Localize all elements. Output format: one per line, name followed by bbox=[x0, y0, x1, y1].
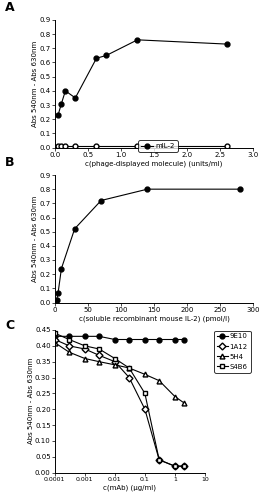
Line: 9E10: 9E10 bbox=[52, 334, 186, 342]
5H4 bbox=[158, 378, 161, 384]
scFv bbox=[74, 143, 77, 149]
mIL-2 bbox=[95, 55, 98, 61]
9E10 bbox=[143, 336, 146, 342]
Text: B: B bbox=[5, 156, 15, 169]
mIL-2 bbox=[74, 95, 77, 101]
5H4 bbox=[143, 372, 146, 378]
scFv bbox=[57, 143, 60, 149]
1A12 bbox=[98, 352, 101, 358]
1A12 bbox=[173, 463, 176, 469]
9E10 bbox=[83, 334, 86, 340]
mIL-2 bbox=[99, 198, 103, 203]
Text: C: C bbox=[5, 318, 14, 332]
9E10 bbox=[68, 334, 71, 340]
1A12 bbox=[113, 358, 116, 364]
1A12 bbox=[128, 374, 131, 380]
S4B6 bbox=[83, 343, 86, 349]
Line: S4B6: S4B6 bbox=[52, 330, 186, 468]
mIL-2 bbox=[55, 296, 58, 302]
1A12 bbox=[83, 346, 86, 352]
9E10 bbox=[53, 334, 56, 340]
scFv bbox=[95, 143, 98, 149]
mIL-2 bbox=[105, 52, 108, 59]
scFv bbox=[136, 143, 139, 149]
1A12 bbox=[68, 343, 71, 349]
Y-axis label: Abs 540nm - Abs 630nm: Abs 540nm - Abs 630nm bbox=[32, 40, 38, 127]
S4B6 bbox=[113, 356, 116, 362]
S4B6 bbox=[128, 365, 131, 371]
mIL-2 bbox=[238, 186, 241, 192]
mIL-2 bbox=[57, 112, 60, 118]
mIL-2 bbox=[60, 266, 63, 272]
Line: 5H4: 5H4 bbox=[52, 340, 186, 406]
5H4 bbox=[83, 356, 86, 362]
5H4 bbox=[98, 358, 101, 364]
scFv bbox=[64, 143, 67, 149]
mIL-2 bbox=[136, 37, 139, 43]
1A12 bbox=[53, 336, 56, 342]
mIL-2 bbox=[225, 41, 228, 47]
Text: A: A bbox=[5, 1, 15, 14]
Line: scFv: scFv bbox=[56, 144, 229, 148]
5H4 bbox=[182, 400, 186, 406]
mIL-2 bbox=[60, 100, 63, 106]
S4B6 bbox=[98, 346, 101, 352]
Legend: mIL-2: mIL-2 bbox=[138, 140, 178, 152]
mIL-2 bbox=[146, 186, 149, 192]
X-axis label: c(mAb) (µg/ml): c(mAb) (µg/ml) bbox=[103, 484, 156, 491]
Line: mIL-2: mIL-2 bbox=[56, 38, 229, 117]
X-axis label: c(phage-displayed molecule) (units/ml): c(phage-displayed molecule) (units/ml) bbox=[85, 160, 223, 167]
Legend: 9E10, 1A12, 5H4, S4B6: 9E10, 1A12, 5H4, S4B6 bbox=[214, 330, 251, 372]
Y-axis label: Abs 540nm - Abs 630nm: Abs 540nm - Abs 630nm bbox=[27, 358, 33, 444]
S4B6 bbox=[143, 390, 146, 396]
S4B6 bbox=[173, 463, 176, 469]
5H4 bbox=[128, 365, 131, 371]
scFv bbox=[225, 143, 228, 149]
9E10 bbox=[173, 336, 176, 342]
mIL-2 bbox=[64, 88, 67, 94]
S4B6 bbox=[68, 336, 71, 342]
Line: mIL-2: mIL-2 bbox=[54, 186, 242, 302]
1A12 bbox=[182, 463, 186, 469]
5H4 bbox=[68, 349, 71, 355]
S4B6 bbox=[53, 330, 56, 336]
scFv bbox=[60, 143, 63, 149]
mIL-2 bbox=[57, 290, 60, 296]
1A12 bbox=[158, 457, 161, 463]
5H4 bbox=[113, 362, 116, 368]
1A12 bbox=[143, 406, 146, 412]
S4B6 bbox=[182, 463, 186, 469]
Line: 1A12: 1A12 bbox=[52, 337, 186, 468]
S4B6 bbox=[158, 457, 161, 463]
5H4 bbox=[53, 340, 56, 345]
9E10 bbox=[113, 336, 116, 342]
9E10 bbox=[98, 334, 101, 340]
9E10 bbox=[158, 336, 161, 342]
5H4 bbox=[173, 394, 176, 400]
9E10 bbox=[182, 336, 186, 342]
Y-axis label: Abs 540nm - Abs 630nm: Abs 540nm - Abs 630nm bbox=[32, 196, 38, 282]
mIL-2 bbox=[73, 226, 76, 232]
X-axis label: c(soluble recombinant mouse IL-2) (pmol/l): c(soluble recombinant mouse IL-2) (pmol/… bbox=[79, 316, 229, 322]
9E10 bbox=[128, 336, 131, 342]
